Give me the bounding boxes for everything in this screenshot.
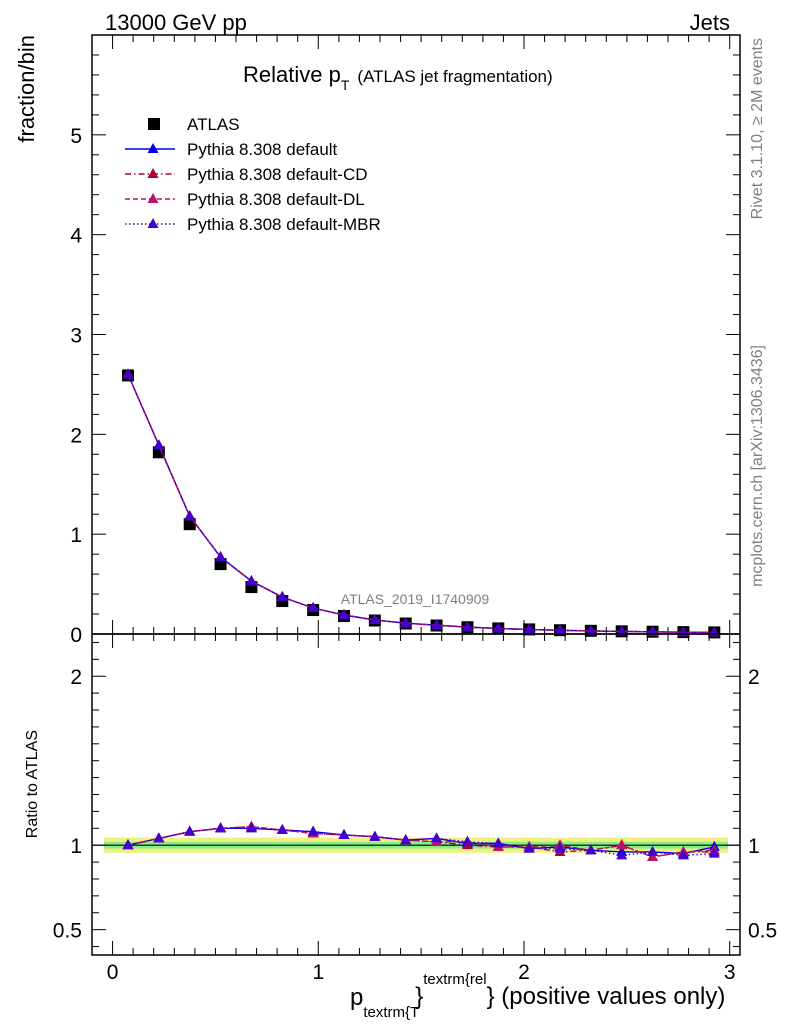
mc-point bbox=[708, 847, 720, 858]
mc-point bbox=[461, 835, 473, 846]
legend-label: Pythia 8.308 default-CD bbox=[187, 165, 368, 184]
mc-point bbox=[153, 832, 165, 843]
ratio-y-tick-label-right: 2 bbox=[748, 666, 760, 689]
mc-point bbox=[554, 842, 566, 853]
y-tick-label: 3 bbox=[70, 325, 82, 348]
series-line bbox=[127, 825, 715, 858]
y-tick-label: 5 bbox=[70, 125, 82, 148]
y-tick-label: 1 bbox=[70, 524, 82, 547]
mc-point bbox=[215, 822, 227, 833]
mc-point bbox=[585, 624, 597, 635]
x-tick-label: 2 bbox=[518, 961, 530, 984]
ratio-panel: 0.5 0.5 1 1 2 2 0 1 2 3 bbox=[53, 633, 777, 984]
mc-point bbox=[307, 602, 319, 613]
ratio-y-tick-label-right: 0.5 bbox=[748, 920, 777, 943]
mc-point bbox=[585, 844, 597, 855]
y-axis-label: fraction/bin bbox=[14, 35, 39, 143]
mc-point bbox=[276, 591, 288, 602]
mc-point bbox=[492, 622, 504, 633]
x-tick-label: 1 bbox=[312, 961, 324, 984]
legend-label: Pythia 8.308 default bbox=[187, 140, 338, 159]
mc-point bbox=[400, 834, 412, 845]
legend-marker bbox=[147, 143, 159, 153]
mc-point bbox=[369, 830, 381, 841]
mc-point bbox=[245, 575, 257, 586]
ratio-frame bbox=[91, 633, 741, 956]
legend-label: Pythia 8.308 default-DL bbox=[187, 190, 365, 209]
mc-point bbox=[400, 617, 412, 628]
mc-point bbox=[122, 839, 134, 850]
mc-point bbox=[616, 839, 628, 850]
mc-point bbox=[184, 510, 196, 521]
chart-title: Relative pT (ATLAS jet fragmentation) bbox=[243, 62, 553, 93]
legend-label: Pythia 8.308 default-MBR bbox=[187, 215, 381, 234]
mc-point bbox=[523, 623, 535, 634]
mc-point bbox=[431, 619, 443, 630]
mc-point bbox=[431, 832, 443, 843]
mc-point bbox=[523, 842, 535, 853]
process-label: Jets bbox=[690, 10, 730, 35]
mc-point bbox=[554, 624, 566, 635]
mc-point bbox=[647, 851, 659, 862]
rivet-version-label: Rivet 3.1.10, ≥ 2M events bbox=[749, 38, 766, 219]
legend-label: ATLAS bbox=[187, 115, 240, 134]
main-panel: 0 1 2 3 4 5 bbox=[70, 34, 741, 647]
legend-marker bbox=[147, 193, 159, 203]
mc-point bbox=[215, 551, 227, 562]
energy-label: 13000 GeV pp bbox=[105, 10, 247, 35]
y-tick-label: 4 bbox=[70, 225, 82, 248]
legend: ATLAS Pythia 8.308 default Pythia 8.308 de… bbox=[125, 115, 381, 234]
ratio-y-tick-label: 2 bbox=[70, 666, 82, 689]
ratio-y-axis-label: Ratio to ATLAS bbox=[24, 730, 41, 838]
legend-marker bbox=[148, 118, 160, 130]
mc-point bbox=[616, 625, 628, 636]
ratio-y-tick-label: 0.5 bbox=[53, 920, 82, 943]
legend-marker bbox=[147, 168, 159, 178]
mc-point bbox=[338, 609, 350, 620]
mc-point bbox=[647, 845, 659, 856]
y-tick-label: 2 bbox=[70, 424, 82, 447]
x-tick-label: 0 bbox=[107, 961, 119, 984]
mc-point bbox=[122, 368, 134, 379]
mc-point bbox=[492, 837, 504, 848]
mc-point bbox=[153, 439, 165, 450]
source-label: mcplots.cern.ch [arXiv:1306.3436] bbox=[749, 345, 766, 587]
x-tick-label: 3 bbox=[724, 961, 736, 984]
mc-point bbox=[245, 822, 257, 833]
mc-point bbox=[616, 849, 628, 860]
mc-point bbox=[677, 849, 689, 860]
mc-point bbox=[461, 621, 473, 632]
ratio-y-tick-label-right: 1 bbox=[748, 835, 760, 858]
mc-point bbox=[307, 825, 319, 836]
mc-point bbox=[276, 823, 288, 834]
mc-point bbox=[184, 825, 196, 836]
analysis-watermark: ATLAS_2019_I1740909 bbox=[341, 591, 490, 607]
mc-point bbox=[338, 829, 350, 840]
y-tick-label: 0 bbox=[70, 624, 82, 647]
ratio-y-tick-label: 1 bbox=[70, 835, 82, 858]
mc-point bbox=[369, 614, 381, 625]
x-axis-label: ptextrm{T}textrm{rel} (positive values o… bbox=[350, 971, 725, 1021]
legend-marker bbox=[147, 218, 159, 228]
